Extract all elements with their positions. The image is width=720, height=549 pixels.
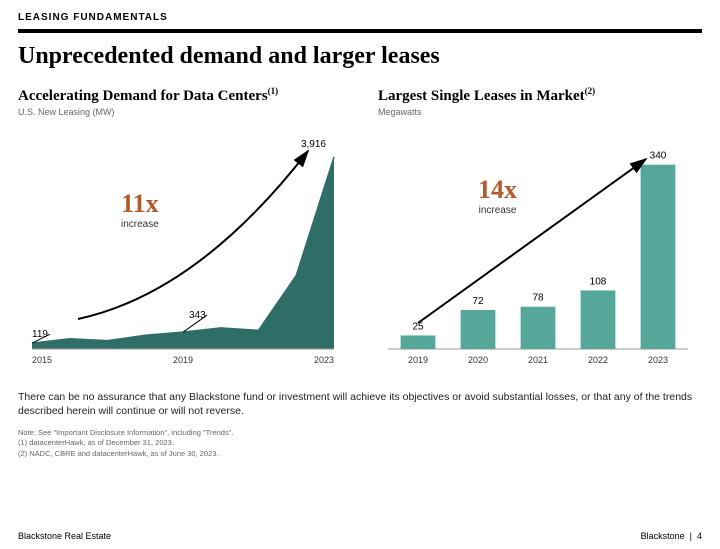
footnote-line: Note: See "Important Disclosure Informat… bbox=[18, 428, 702, 438]
right-bar-chart: 25201972202078202110820223402023 bbox=[378, 123, 698, 373]
svg-text:343: 343 bbox=[189, 310, 206, 321]
disclaimer-caption: There can be no assurance that any Black… bbox=[18, 390, 702, 418]
svg-text:2021: 2021 bbox=[528, 355, 548, 365]
svg-text:72: 72 bbox=[472, 296, 484, 307]
left-area-chart: 2015 2019 2023 119 343 3,916 bbox=[18, 123, 348, 373]
right-chart-title: Largest Single Leases in Market(2) bbox=[378, 86, 698, 105]
svg-text:340: 340 bbox=[650, 151, 667, 162]
footnote-line: (1) datacenterHawk, as of December 31, 2… bbox=[18, 438, 702, 448]
svg-text:3,916: 3,916 bbox=[301, 139, 326, 150]
charts-row: Accelerating Demand for Data Centers(1) … bbox=[18, 86, 702, 378]
eyebrow: LEASING FUNDAMENTALS bbox=[18, 12, 702, 23]
svg-text:2023: 2023 bbox=[314, 355, 334, 365]
right-chart-wrap: 25201972202078202110820223402023 14x inc… bbox=[378, 123, 698, 378]
svg-text:2020: 2020 bbox=[468, 355, 488, 365]
header-rule bbox=[18, 29, 702, 33]
left-chart-wrap: 2015201920231193433,916 11x increase bbox=[18, 123, 348, 378]
page-title: Unprecedented demand and larger leases bbox=[18, 43, 702, 70]
footnotes: Note: See "Important Disclosure Informat… bbox=[18, 428, 702, 458]
svg-text:2019: 2019 bbox=[408, 355, 428, 365]
page: LEASING FUNDAMENTALS Unprecedented deman… bbox=[0, 0, 720, 549]
footer-right: Blackstone | 4 bbox=[641, 531, 702, 541]
svg-text:78: 78 bbox=[532, 293, 544, 304]
footer: Blackstone Real Estate Blackstone | 4 bbox=[18, 531, 702, 541]
left-chart-title: Accelerating Demand for Data Centers(1) bbox=[18, 86, 348, 105]
right-chart-subtitle: Megawatts bbox=[378, 107, 698, 117]
footnote-line: (2) NADC, CBRE and datacenterHawk, as of… bbox=[18, 449, 702, 459]
right-chart-column: Largest Single Leases in Market(2) Megaw… bbox=[378, 86, 698, 378]
svg-text:2015: 2015 bbox=[32, 355, 52, 365]
svg-text:2019: 2019 bbox=[173, 355, 193, 365]
svg-text:2023: 2023 bbox=[648, 355, 668, 365]
left-chart-subtitle: U.S. New Leasing (MW) bbox=[18, 107, 348, 117]
footer-left: Blackstone Real Estate bbox=[18, 531, 111, 541]
svg-text:2022: 2022 bbox=[588, 355, 608, 365]
left-chart-column: Accelerating Demand for Data Centers(1) … bbox=[18, 86, 348, 378]
svg-text:108: 108 bbox=[590, 276, 607, 287]
svg-text:119: 119 bbox=[32, 329, 48, 340]
